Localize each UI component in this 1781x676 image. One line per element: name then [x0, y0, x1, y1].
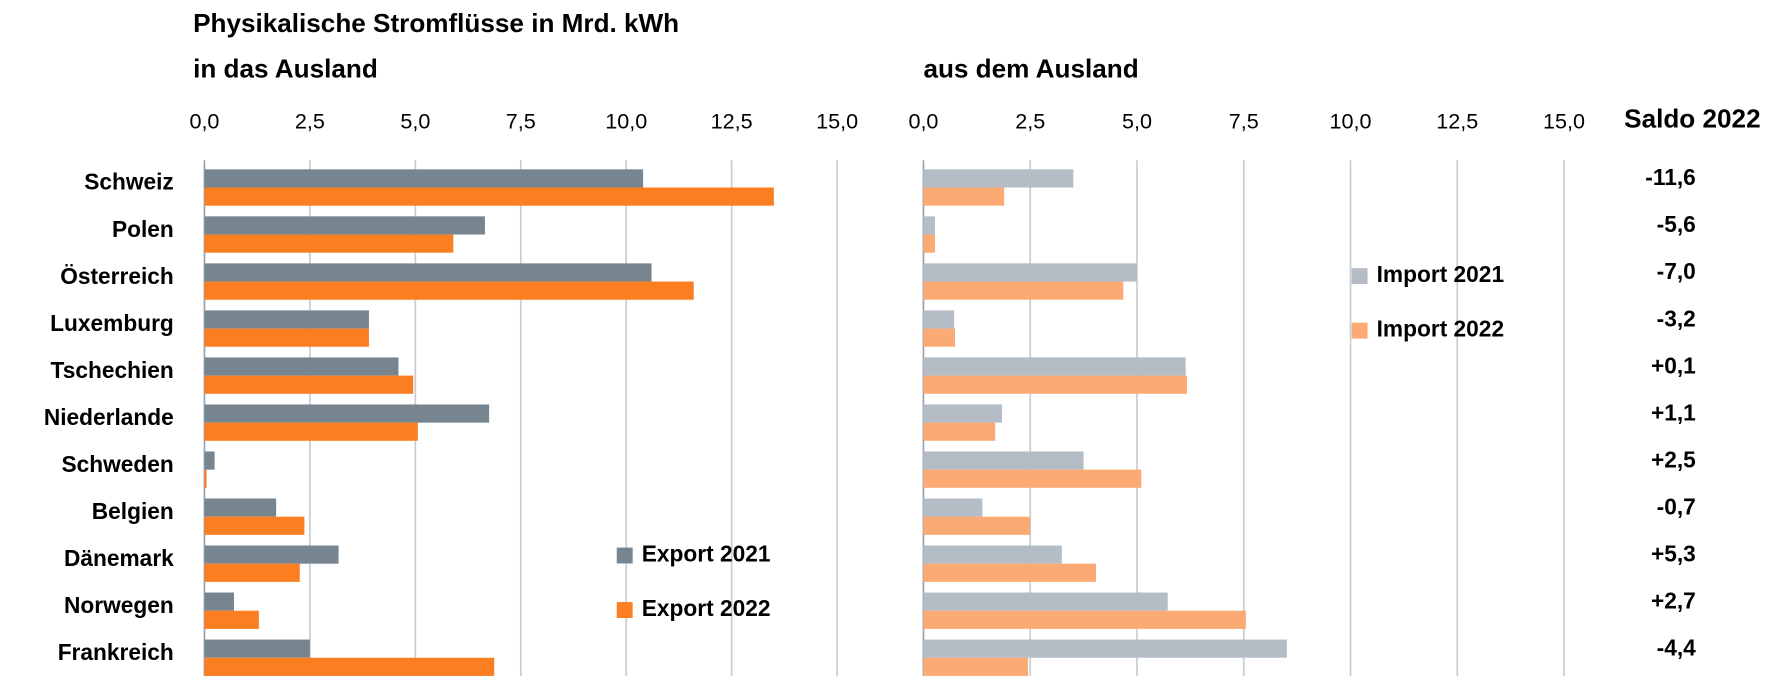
bar	[204, 328, 369, 347]
bar	[204, 357, 399, 376]
saldo-label: +1,1	[1651, 399, 1696, 425]
category-label: Schweiz	[84, 169, 174, 195]
bar	[923, 639, 1287, 658]
legend-label: Export 2022	[642, 595, 771, 621]
panel-subtitle: in das Ausland	[193, 53, 378, 83]
bar	[923, 234, 935, 253]
saldo-label: -7,0	[1657, 258, 1696, 284]
bar	[923, 169, 1074, 188]
x-tick-label: 2,5	[1015, 108, 1045, 133]
x-tick-label: 7,5	[506, 108, 536, 133]
category-label: Niederlande	[44, 404, 174, 430]
saldo-label: -5,6	[1657, 211, 1696, 237]
bar	[204, 610, 259, 629]
bar	[204, 469, 207, 488]
saldo-title: Saldo 2022	[1624, 103, 1760, 133]
category-label: Österreich	[60, 263, 174, 289]
bar	[204, 516, 305, 535]
bar	[923, 498, 983, 517]
bar	[204, 375, 414, 394]
saldo-label: +2,7	[1651, 587, 1696, 613]
bar	[923, 328, 956, 347]
category-label: Tschechien	[51, 357, 174, 383]
bar	[204, 451, 215, 470]
bar	[923, 592, 1168, 611]
bar	[204, 281, 694, 300]
x-tick-label: 5,0	[1122, 108, 1152, 133]
bar	[204, 545, 339, 564]
panel-subtitle: aus dem Ausland	[923, 53, 1138, 83]
x-tick-label: 10,0	[605, 108, 647, 133]
bar	[923, 516, 1031, 535]
bar	[204, 187, 774, 206]
category-label: Schweden	[61, 451, 173, 477]
legend-label: Import 2021	[1377, 261, 1504, 287]
bar	[923, 422, 996, 441]
saldo-label: +5,3	[1651, 540, 1696, 566]
bar	[923, 187, 1005, 206]
bar	[923, 657, 1029, 676]
category-label: Polen	[112, 216, 174, 242]
x-tick-label: 12,5	[711, 108, 753, 133]
legend-label: Export 2021	[642, 541, 771, 567]
x-tick-label: 15,0	[1543, 108, 1585, 133]
bar	[204, 234, 454, 253]
saldo-label: -0,7	[1657, 493, 1696, 519]
bar	[204, 639, 310, 658]
saldo-label: +0,1	[1651, 352, 1696, 378]
bar	[923, 357, 1186, 376]
bar	[204, 169, 644, 188]
chart-title: Physikalische Stromflüsse in Mrd. kWh	[193, 8, 679, 38]
bar	[923, 216, 935, 235]
bar	[204, 592, 234, 611]
bar	[923, 545, 1062, 564]
legend-label: Import 2022	[1377, 316, 1504, 342]
x-tick-label: 0,0	[189, 108, 219, 133]
bar	[923, 310, 955, 329]
x-tick-label: 5,0	[400, 108, 430, 133]
saldo-label: -4,4	[1657, 634, 1696, 660]
x-tick-label: 15,0	[816, 108, 858, 133]
saldo-label: -3,2	[1657, 305, 1696, 331]
x-tick-label: 12,5	[1436, 108, 1478, 133]
x-tick-label: 7,5	[1229, 108, 1259, 133]
bar	[923, 469, 1142, 488]
saldo-label: +2,5	[1651, 446, 1696, 472]
bar	[204, 563, 300, 582]
x-tick-label: 0,0	[908, 108, 938, 133]
bar	[923, 404, 1003, 423]
category-label: Luxemburg	[50, 310, 174, 336]
bar	[923, 375, 1187, 394]
category-label: Dänemark	[64, 545, 174, 571]
bar	[204, 216, 485, 235]
bar	[923, 610, 1246, 629]
bar	[204, 498, 277, 517]
bar	[204, 310, 369, 329]
bar	[923, 281, 1124, 300]
legend-swatch	[1351, 322, 1368, 339]
category-label: Frankreich	[58, 639, 174, 665]
category-label: Norwegen	[64, 592, 174, 618]
legend-swatch	[1351, 268, 1368, 285]
bar	[204, 422, 418, 441]
bar	[204, 657, 495, 676]
bar	[204, 404, 490, 423]
legend-swatch	[616, 547, 633, 564]
bar	[204, 263, 652, 282]
category-label: Belgien	[92, 498, 174, 524]
bar	[923, 563, 1096, 582]
x-tick-label: 2,5	[295, 108, 325, 133]
saldo-label: -11,6	[1645, 164, 1696, 190]
bar	[923, 263, 1137, 282]
legend-swatch	[616, 602, 633, 618]
x-tick-label: 10,0	[1330, 108, 1372, 133]
bar	[923, 451, 1084, 470]
